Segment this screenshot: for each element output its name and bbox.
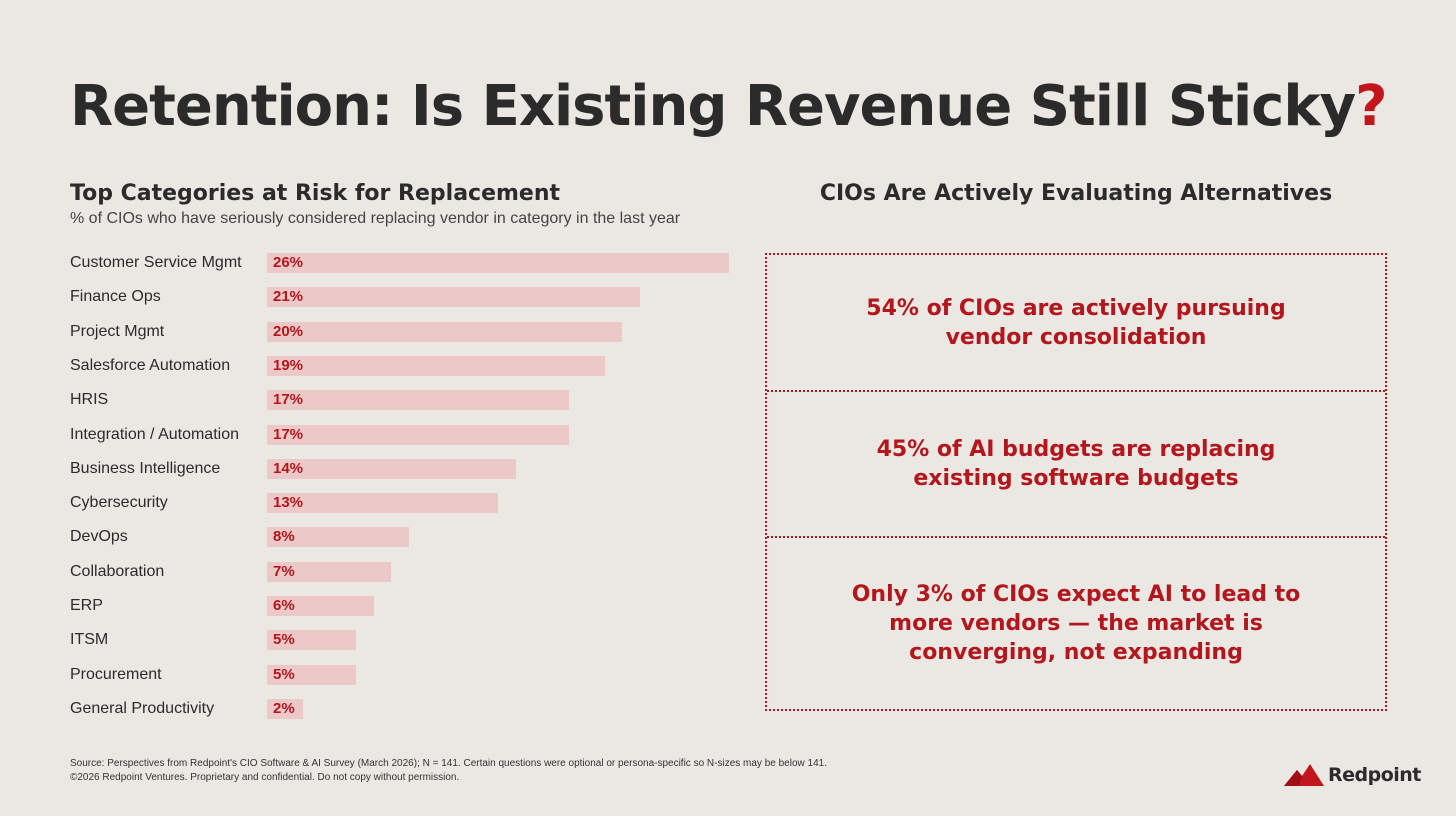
callouts-box: 54% of CIOs are actively pursuing vendor… [765,253,1387,711]
value-label: 19% [273,357,304,374]
footer-source: Source: Perspectives from Redpoint's CIO… [70,758,827,769]
value-label: 7% [273,563,295,580]
value-label: 8% [273,528,295,545]
bar [267,390,569,410]
bar [267,425,569,445]
category-label: DevOps [70,528,128,545]
category-label: Procurement [70,666,162,683]
value-label: 5% [273,631,295,648]
bar [267,562,391,582]
bar [267,356,605,376]
value-label: 13% [273,494,304,511]
chart-subtitle: % of CIOs who have seriously considered … [70,210,681,227]
page-title-text: Retention: Is Existing Revenue Still Sti… [70,74,1356,139]
category-label: Business Intelligence [70,460,221,477]
mountain-logo-icon [1284,764,1324,786]
bar [267,253,729,273]
page-title: Retention: Is Existing Revenue Still Sti… [70,74,1388,139]
category-label: Collaboration [70,563,165,580]
category-label: Salesforce Automation [70,357,231,374]
value-label: 6% [273,597,295,614]
bar [267,493,498,513]
bar [267,596,374,616]
category-label: HRIS [70,391,109,408]
callout-ai-budgets: 45% of AI budgets are replacing existing… [767,392,1385,538]
bar [267,527,409,547]
bar [267,630,356,650]
bar [267,459,516,479]
chart-title: Top Categories at Risk for Replacement [70,181,561,206]
callouts-title: CIOs Are Actively Evaluating Alternative… [819,181,1333,206]
title-question-mark: ? [1355,74,1388,139]
footer-copyright: ©2026 Redpoint Ventures. Proprietary and… [70,772,460,783]
category-label: Finance Ops [70,288,161,305]
redpoint-logo: Redpoint [1284,760,1421,790]
category-label: ERP [70,597,103,614]
value-label: 26% [273,254,304,271]
callout-vendor-count: Only 3% of CIOs expect AI to lead to mor… [851,582,1301,665]
value-label: 2% [273,700,295,717]
bar-chart: Customer Service Mgmt 26% Finance Ops 21% Pr… [0,0,760,740]
bar [267,287,640,307]
category-label: Project Mgmt [70,323,165,340]
value-label: 21% [273,288,304,305]
category-label: General Productivity [70,700,215,717]
footer: Source: Perspectives from Redpoint's CIO… [70,757,827,785]
category-label: Cybersecurity [70,494,168,511]
category-label: ITSM [70,631,109,648]
value-label: 17% [273,391,304,408]
value-label: 20% [273,323,304,340]
logo-text: Redpoint [1328,764,1421,786]
callout-vendor-consolidation: 54% of CIOs are actively pursuing vendor… [767,255,1385,392]
value-label: 17% [273,426,304,443]
category-label: Customer Service Mgmt [70,254,242,271]
value-label: 5% [273,666,295,683]
category-label: Integration / Automation [70,426,239,443]
value-label: 14% [273,460,304,477]
bar [267,665,356,685]
bar [267,322,622,342]
bar [267,699,303,719]
